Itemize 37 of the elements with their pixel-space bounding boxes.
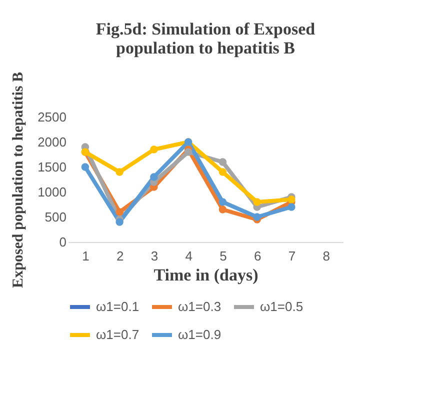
x-axis-title: Time in (days)	[154, 266, 258, 284]
legend-label: ω1=0.5	[260, 299, 304, 314]
point	[116, 208, 124, 216]
x-tick-label: 3	[150, 248, 158, 264]
x-tick-label: 5	[220, 248, 227, 264]
x-tick-label: 6	[254, 248, 262, 264]
y-tick-label: 0	[59, 234, 66, 250]
y-tick-label: 1000	[38, 184, 66, 200]
legend-label: ω1=0.9	[178, 327, 222, 342]
point	[218, 158, 227, 166]
point	[150, 146, 158, 154]
point	[184, 148, 192, 156]
point	[253, 213, 261, 221]
point	[81, 163, 90, 171]
x-tick-label: 2	[116, 248, 124, 264]
x-tick-label: 4	[185, 248, 192, 264]
y-tick-label: 2500	[38, 110, 66, 124]
x-tick-label: 7	[288, 248, 296, 264]
y-tick-label: 500	[44, 210, 66, 224]
point	[288, 196, 296, 204]
x-tick-label: 8	[322, 248, 330, 264]
y-tick-label: 2000	[38, 134, 66, 150]
point	[116, 168, 124, 176]
chart-title: Fig.5d: Simulation of Exposed population to hepatitis B	[96, 20, 316, 58]
point	[253, 198, 261, 206]
point	[218, 168, 227, 176]
y-axis-title: Exposed population to hepatitis B	[10, 72, 27, 288]
point	[218, 206, 227, 214]
legend-label: ω1=0.3	[178, 299, 222, 314]
point	[288, 203, 296, 211]
x-tick-label: 1	[82, 248, 90, 264]
point	[150, 173, 158, 181]
y-tick-label: 1500	[38, 160, 66, 174]
legend-label: ω1=0.1	[96, 299, 140, 314]
point	[116, 218, 124, 226]
legend-label: ω1=0.7	[96, 327, 140, 342]
point	[218, 198, 227, 206]
